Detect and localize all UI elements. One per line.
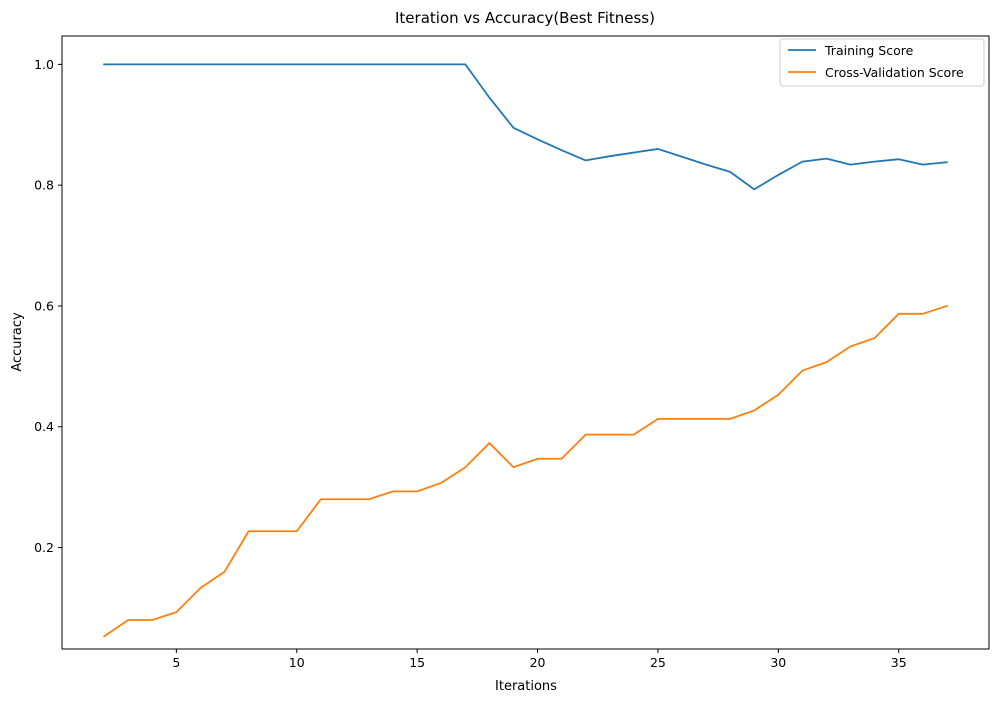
legend: Training Score Cross-Validation Score [779,38,985,87]
plot-frame [61,35,990,650]
x-tick-label: 35 [891,655,907,670]
legend-label-cross-validation: Cross-Validation Score [825,65,964,80]
series-line-cross-validation-score [102,304,948,638]
legend-label-training: Training Score [824,43,914,58]
y-tick-label: 1.0 [34,57,54,72]
x-tick-label: 30 [770,655,786,670]
y-axis: 0.2 0.4 0.6 0.8 1.0 [34,57,62,555]
series-line-training-score [103,63,948,191]
x-tick-label: 15 [409,655,425,670]
y-tick-label: 0.2 [34,540,54,555]
chart-title: Iteration vs Accuracy(Best Fitness) [395,9,655,27]
y-tick-label: 0.8 [34,178,54,193]
series-layer [102,63,948,638]
plot-area [61,35,990,650]
x-axis: 5 10 15 20 25 30 35 [172,649,907,670]
y-axis-label: Accuracy [10,312,25,372]
x-axis-label: Iterations [495,679,557,694]
legend-box [779,38,985,87]
x-tick-label: 10 [289,655,305,670]
x-tick-label: 25 [650,655,666,670]
x-tick-label: 20 [530,655,546,670]
y-tick-label: 0.4 [34,419,54,434]
x-tick-label: 5 [172,655,180,670]
y-tick-label: 0.6 [34,298,54,313]
